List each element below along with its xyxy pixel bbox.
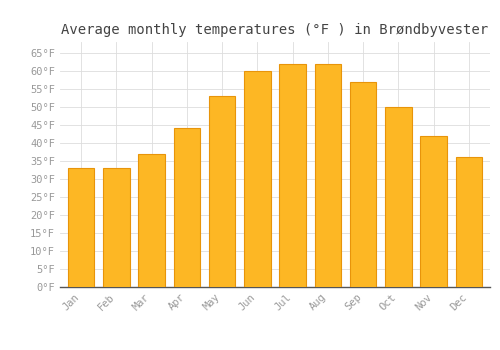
Bar [314, 64, 341, 287]
Bar [244, 71, 270, 287]
Bar [420, 136, 447, 287]
Bar [103, 168, 130, 287]
Bar [209, 96, 236, 287]
Bar [68, 168, 94, 287]
Title: Average monthly temperatures (°F ) in Brøndbyvester: Average monthly temperatures (°F ) in Br… [62, 23, 488, 37]
Bar [174, 128, 200, 287]
Bar [280, 64, 306, 287]
Bar [350, 82, 376, 287]
Bar [456, 157, 482, 287]
Bar [138, 154, 165, 287]
Bar [385, 107, 411, 287]
